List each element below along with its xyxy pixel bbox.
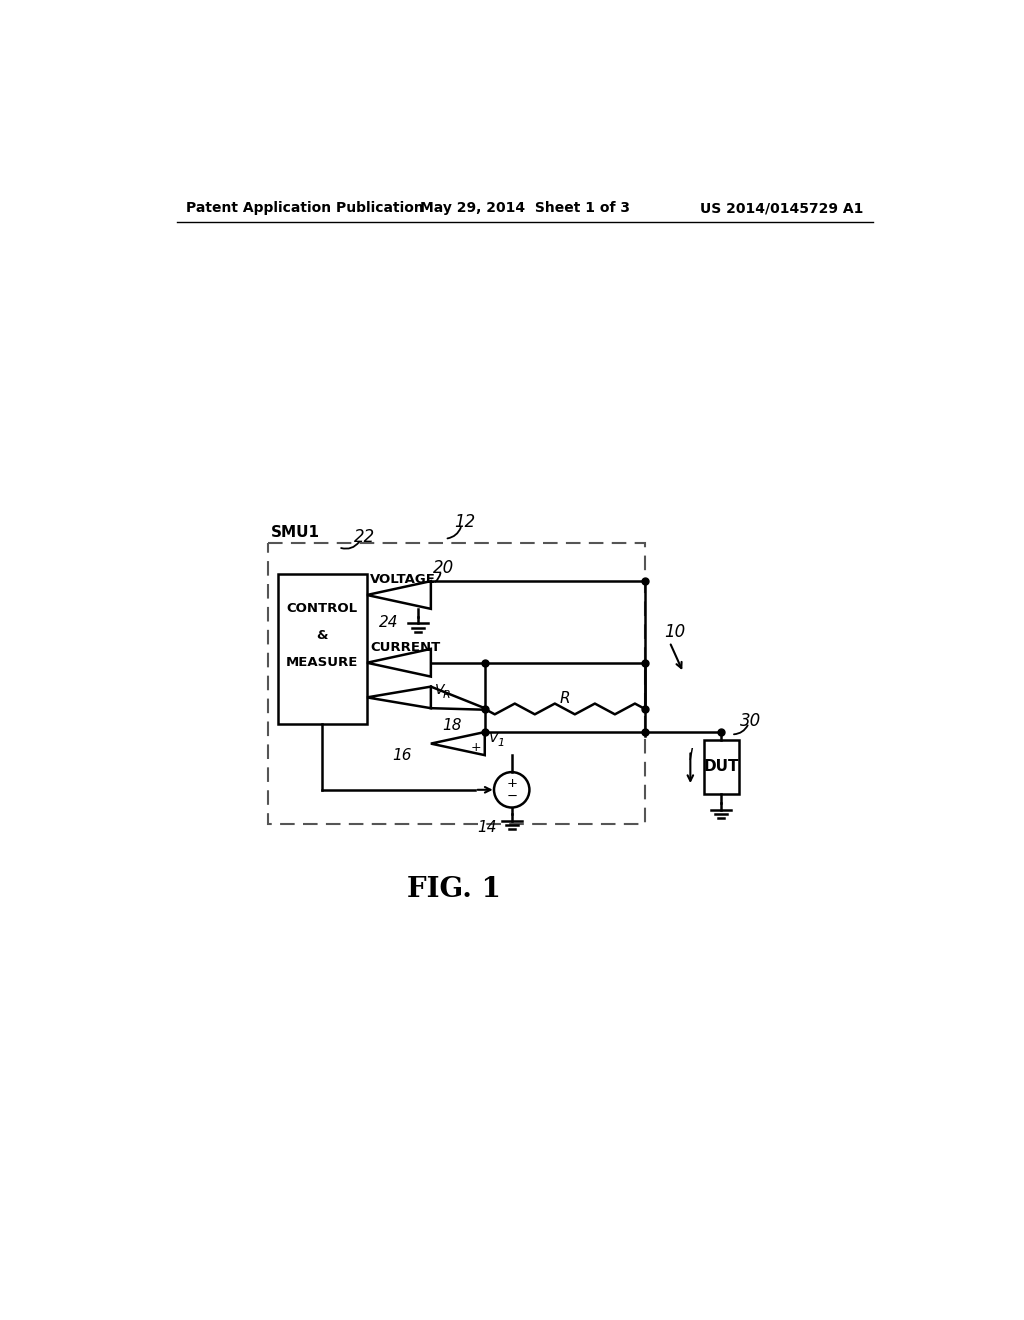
Text: 12: 12 xyxy=(454,513,475,531)
Text: V: V xyxy=(435,684,444,697)
Text: 10: 10 xyxy=(665,623,685,642)
Text: V: V xyxy=(489,731,499,746)
Text: DUT: DUT xyxy=(703,759,739,775)
FancyArrowPatch shape xyxy=(447,528,461,539)
Text: 20: 20 xyxy=(433,560,455,577)
Text: &: & xyxy=(316,630,328,643)
Text: VOLTAGE: VOLTAGE xyxy=(370,573,436,586)
Bar xyxy=(705,739,739,793)
Bar xyxy=(267,544,645,825)
Text: FIG. 1: FIG. 1 xyxy=(407,876,501,903)
Text: SMU1: SMU1 xyxy=(270,525,319,540)
Text: +: + xyxy=(506,777,517,791)
Text: I: I xyxy=(688,748,692,763)
Text: 24: 24 xyxy=(379,615,398,630)
Text: Patent Application Publication: Patent Application Publication xyxy=(186,202,424,215)
Text: 14: 14 xyxy=(477,820,497,836)
FancyArrowPatch shape xyxy=(734,725,748,734)
Text: 18: 18 xyxy=(442,718,462,734)
Text: US 2014/0145729 A1: US 2014/0145729 A1 xyxy=(700,202,863,215)
Text: CONTROL: CONTROL xyxy=(287,602,357,615)
Text: MEASURE: MEASURE xyxy=(286,656,358,669)
Text: R: R xyxy=(559,690,570,706)
Bar xyxy=(279,574,367,725)
Text: 30: 30 xyxy=(740,711,762,730)
Text: CURRENT: CURRENT xyxy=(370,640,440,653)
Text: −: − xyxy=(506,791,517,804)
Text: R: R xyxy=(442,690,451,700)
Text: 22: 22 xyxy=(354,528,375,546)
FancyArrowPatch shape xyxy=(341,541,359,549)
Text: 1: 1 xyxy=(497,738,504,748)
Text: 16: 16 xyxy=(392,748,412,763)
Text: +: + xyxy=(470,741,481,754)
FancyArrowPatch shape xyxy=(435,573,440,582)
Text: May 29, 2014  Sheet 1 of 3: May 29, 2014 Sheet 1 of 3 xyxy=(420,202,630,215)
